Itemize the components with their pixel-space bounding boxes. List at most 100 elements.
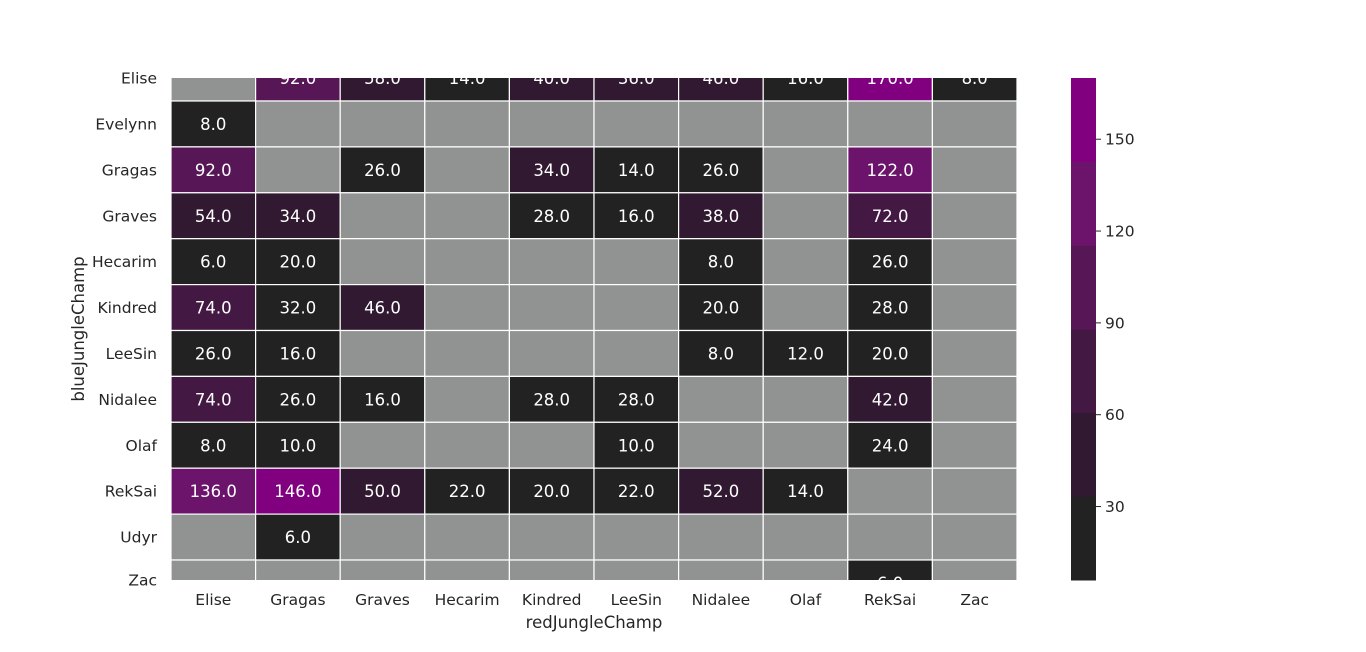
cell-value-label: 28.0 bbox=[533, 390, 570, 409]
cell-value-label: 74.0 bbox=[195, 299, 232, 318]
heatmap-cell bbox=[508, 192, 595, 240]
heatmap-cell bbox=[762, 238, 849, 286]
heatmap-cells: 92.0 58.0 14.0 40.0 36.0 46.0 16.0 170.0 8.0 8.0 9… bbox=[171, 69, 1017, 593]
cell-value-label: 10.0 bbox=[618, 436, 655, 455]
colorbar-tick-label: 60 bbox=[1105, 406, 1125, 424]
cell-value-label: 36.0 bbox=[618, 69, 655, 88]
cell-value-label: 12.0 bbox=[787, 344, 824, 363]
cell-value-label: 24.0 bbox=[872, 436, 909, 455]
heatmap-cell bbox=[931, 238, 1017, 286]
heatmap-cell bbox=[339, 375, 426, 423]
heatmap-cell bbox=[593, 100, 680, 148]
colorbar-segment bbox=[1071, 496, 1096, 581]
heatmap-cell bbox=[255, 192, 341, 240]
heatmap-cell bbox=[508, 559, 595, 580]
heatmap-cell bbox=[847, 375, 933, 423]
heatmap-cell bbox=[762, 100, 849, 148]
y-tick-label: Gragas bbox=[102, 161, 157, 179]
heatmap-cell bbox=[847, 421, 933, 469]
heatmap-cell bbox=[677, 375, 764, 423]
cell-value-label: 6.0 bbox=[877, 574, 903, 593]
cell-value-label: 14.0 bbox=[449, 69, 486, 88]
heatmap-cell bbox=[847, 192, 933, 240]
heatmap-cell bbox=[339, 421, 426, 469]
y-tick-label: Graves bbox=[102, 207, 157, 225]
heatmap-cell bbox=[171, 238, 257, 286]
cell-value-label: 50.0 bbox=[364, 482, 401, 501]
heatmap-cell bbox=[677, 238, 764, 286]
heatmap-cell bbox=[508, 513, 595, 561]
cell-value-label: 16.0 bbox=[618, 207, 655, 226]
cell-value-label: 8.0 bbox=[200, 115, 226, 134]
x-tick-labels: Elise Gragas Graves Hecarim Kindred LeeSin Nid… bbox=[195, 591, 989, 609]
heatmap-cell bbox=[677, 421, 764, 469]
cell-value-label: 8.0 bbox=[200, 436, 226, 455]
colorbar-segment bbox=[1071, 78, 1096, 163]
y-tick-label: Zac bbox=[128, 572, 157, 590]
cell-value-label: 20.0 bbox=[533, 482, 570, 501]
heatmap-cell bbox=[255, 329, 341, 378]
cell-value-label: 20.0 bbox=[703, 299, 740, 318]
cell-value-label: 10.0 bbox=[280, 436, 317, 455]
colorbar-tick-label: 120 bbox=[1105, 223, 1135, 241]
heatmap-cell bbox=[424, 513, 510, 561]
heatmap-cell bbox=[339, 467, 426, 515]
heatmap-cell bbox=[847, 238, 933, 286]
cell-value-label: 42.0 bbox=[872, 390, 909, 409]
heatmap-cell bbox=[424, 238, 510, 286]
cell-value-label: 46.0 bbox=[703, 69, 740, 88]
heatmap-cell bbox=[593, 513, 680, 561]
colorbar-tick-label: 150 bbox=[1105, 131, 1135, 149]
heatmap-cell bbox=[847, 146, 933, 194]
y-tick-labels: Elise Evelynn Gragas Graves Hecarim Kindred Le… bbox=[92, 70, 158, 590]
cell-value-label: 92.0 bbox=[195, 161, 232, 180]
cell-value-label: 22.0 bbox=[618, 482, 655, 501]
cell-value-label: 20.0 bbox=[280, 253, 317, 272]
heatmap-cell bbox=[508, 375, 595, 423]
y-tick-label: Kindred bbox=[97, 299, 157, 317]
heatmap-cell bbox=[931, 559, 1017, 580]
heatmap-cell bbox=[424, 100, 510, 148]
heatmap-cell bbox=[171, 146, 257, 194]
heatmap-cell bbox=[847, 100, 933, 148]
heatmap-cell bbox=[508, 100, 595, 148]
heatmap-cell bbox=[931, 192, 1017, 240]
heatmap-cell bbox=[931, 284, 1017, 332]
heatmap-cell bbox=[762, 146, 849, 194]
heatmap-cell bbox=[171, 329, 257, 378]
cell-value-label: 22.0 bbox=[449, 482, 486, 501]
cell-value-label: 34.0 bbox=[533, 161, 570, 180]
heatmap-cell bbox=[762, 421, 849, 469]
heatmap-cell bbox=[762, 513, 849, 561]
colorbar-segment bbox=[1071, 161, 1096, 246]
cell-value-label: 26.0 bbox=[703, 161, 740, 180]
heatmap-cell bbox=[255, 421, 341, 469]
heatmap-cell bbox=[255, 559, 341, 580]
cell-value-label: 8.0 bbox=[708, 344, 734, 363]
heatmap-cell bbox=[847, 467, 933, 515]
heatmap-cell bbox=[424, 375, 510, 423]
heatmap-cell bbox=[762, 329, 849, 378]
cell-value-label: 6.0 bbox=[285, 528, 311, 547]
heatmap-cell bbox=[931, 375, 1017, 423]
y-tick-label: Nidalee bbox=[98, 391, 157, 409]
heatmap-cell bbox=[255, 238, 341, 286]
heatmap-cell bbox=[847, 559, 933, 580]
heatmap-cell bbox=[339, 559, 426, 580]
heatmap-cell bbox=[171, 513, 257, 561]
cell-value-label: 52.0 bbox=[703, 482, 740, 501]
heatmap-cell bbox=[255, 513, 341, 561]
heatmap-cell bbox=[424, 192, 510, 240]
heatmap-cell bbox=[593, 238, 680, 286]
heatmap-cell bbox=[171, 284, 257, 332]
heatmap-cell bbox=[677, 284, 764, 332]
heatmap-cell bbox=[424, 146, 510, 194]
x-tick-label: RekSai bbox=[864, 591, 916, 609]
heatmap-cell bbox=[931, 146, 1017, 194]
x-tick-label: Gragas bbox=[270, 591, 325, 609]
colorbar-tick-label: 30 bbox=[1105, 498, 1125, 516]
cell-value-label: 16.0 bbox=[280, 344, 317, 363]
y-tick-label: Elise bbox=[121, 70, 157, 88]
heatmap-cell bbox=[255, 284, 341, 332]
heatmap-cell bbox=[255, 100, 341, 148]
